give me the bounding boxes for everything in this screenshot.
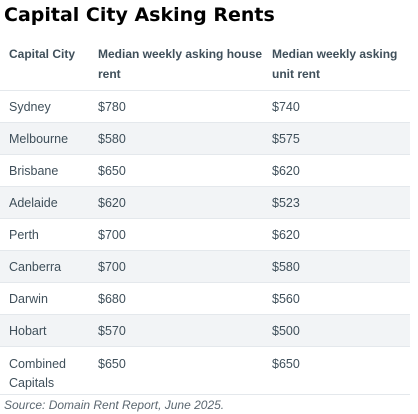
table-row: Combined Capitals $650 $650: [0, 347, 410, 395]
rents-table: Capital City Median weekly asking house …: [0, 38, 410, 395]
table-row: Canberra $700 $580: [0, 251, 410, 283]
table-row: Brisbane $650 $620: [0, 155, 410, 187]
table-row: Melbourne $580 $575: [0, 123, 410, 155]
cell-unit-rent: $650: [272, 357, 300, 371]
cell-house-rent: $650: [98, 163, 126, 178]
cell-house-rent: $700: [98, 259, 126, 274]
table-row: Darwin $680 $560: [0, 283, 410, 315]
header-house-rent: Median weekly asking house rent: [98, 47, 263, 81]
page-title: Capital City Asking Rents: [4, 4, 275, 26]
cell-unit-rent: $580: [272, 259, 300, 274]
cell-unit-rent: $575: [272, 131, 300, 146]
header-unit-rent: Median weekly asking unit rent: [272, 47, 398, 81]
cell-city: Melbourne: [9, 131, 69, 146]
cell-house-rent: $780: [98, 99, 126, 114]
cell-unit-rent: $560: [272, 291, 300, 306]
cell-city: Combined Capitals: [9, 357, 66, 390]
cell-unit-rent: $523: [272, 195, 300, 210]
cell-city: Darwin: [9, 291, 48, 306]
cell-city: Sydney: [9, 99, 51, 114]
cell-unit-rent: $620: [272, 163, 300, 178]
cell-house-rent: $680: [98, 291, 126, 306]
cell-house-rent: $650: [98, 357, 126, 371]
cell-unit-rent: $620: [272, 227, 300, 242]
table-row: Hobart $570 $500: [0, 315, 410, 347]
cell-city: Adelaide: [9, 195, 58, 210]
cell-city: Perth: [9, 227, 39, 242]
table-row: Adelaide $620 $523: [0, 187, 410, 219]
cell-house-rent: $570: [98, 323, 126, 338]
table-header: Capital City Median weekly asking house …: [0, 38, 410, 91]
cell-unit-rent: $740: [272, 99, 300, 114]
cell-city: Canberra: [9, 259, 62, 274]
cell-city: Hobart: [9, 323, 47, 338]
cell-house-rent: $620: [98, 195, 126, 210]
cell-city: Brisbane: [9, 163, 59, 178]
table-row: Sydney $780 $740: [0, 91, 410, 123]
source-note: Source: Domain Rent Report, June 2025.: [4, 398, 225, 412]
table-row: Perth $700 $620: [0, 219, 410, 251]
cell-unit-rent: $500: [272, 323, 300, 338]
cell-house-rent: $580: [98, 131, 126, 146]
header-capital-city: Capital City: [9, 47, 76, 61]
cell-house-rent: $700: [98, 227, 126, 242]
